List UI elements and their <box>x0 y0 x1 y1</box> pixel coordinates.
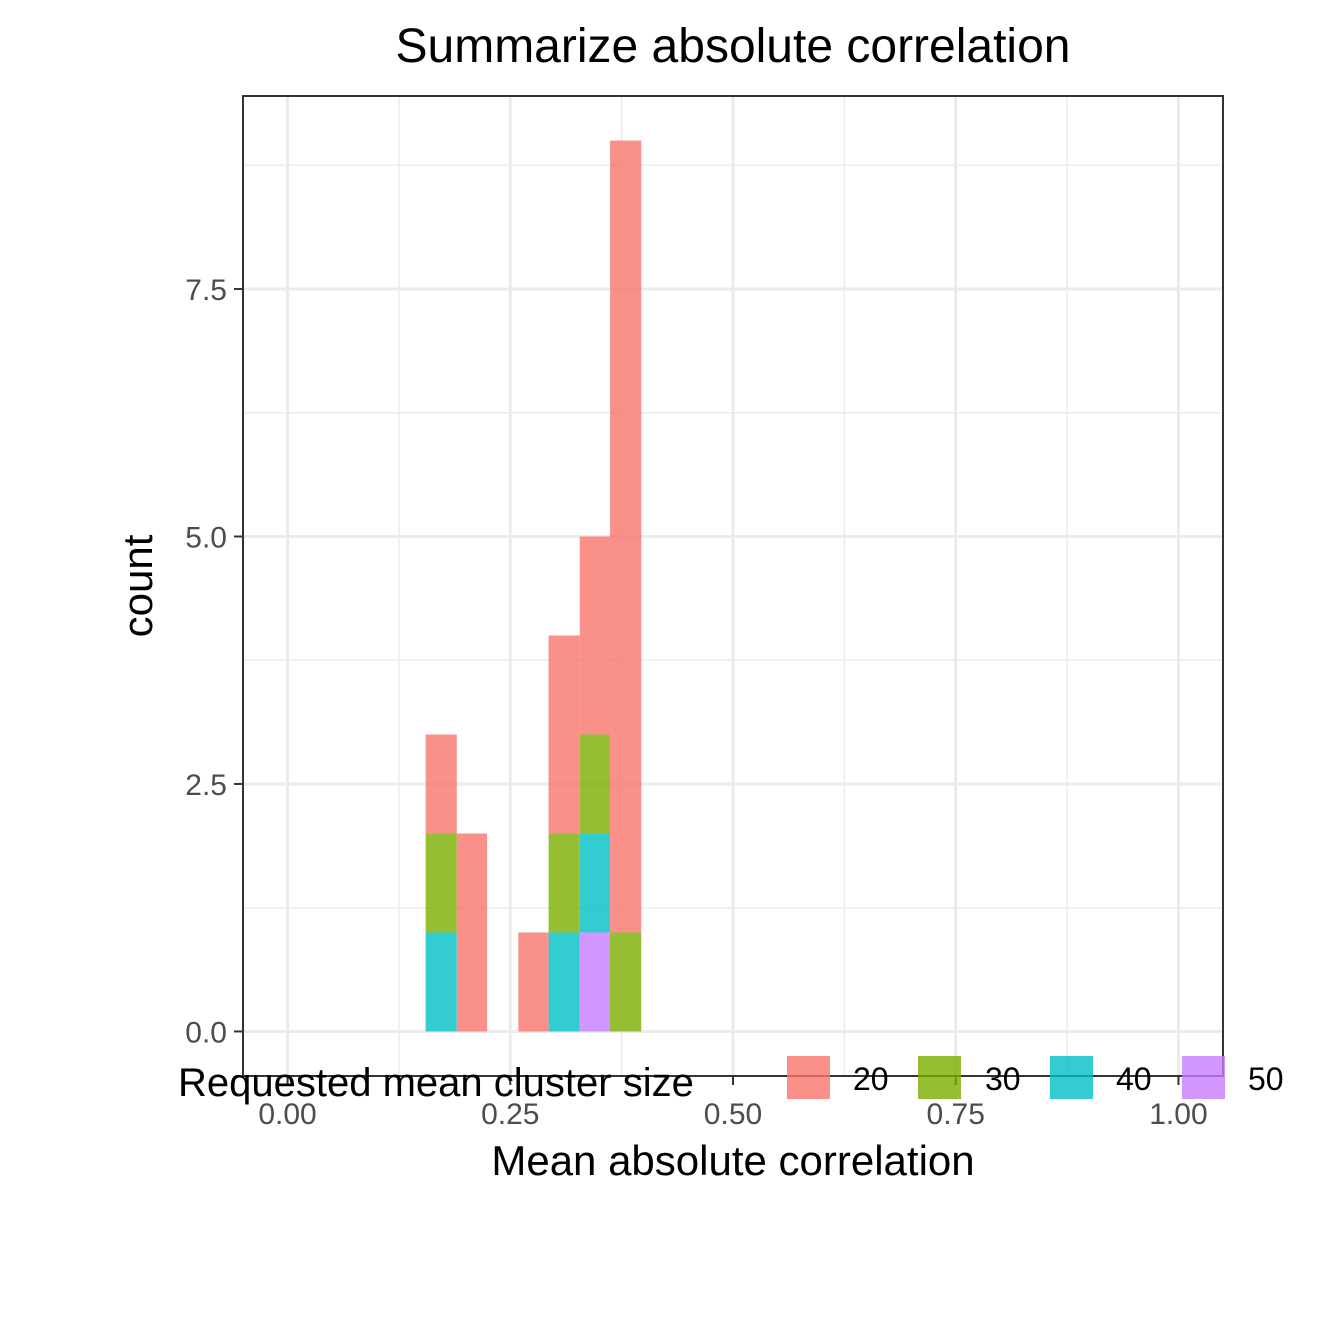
x-tick-label: 0.50 <box>704 1098 762 1131</box>
legend-label-50: 50 <box>1248 1061 1284 1097</box>
legend-key-40 <box>1050 1056 1093 1099</box>
bar-segment-30 <box>579 734 611 834</box>
bar-segment-30 <box>425 833 457 933</box>
bar-segment-20 <box>579 536 611 735</box>
y-tick-label: 0.0 <box>185 1016 227 1049</box>
bar-segment-50 <box>579 932 611 1032</box>
bar-segment-40 <box>579 833 611 933</box>
bar-segment-30 <box>548 833 580 933</box>
legend-title: Requested mean cluster size <box>178 1061 694 1105</box>
bar-segment-30 <box>610 932 642 1032</box>
legend: Requested mean cluster size 20 30 40 50 <box>178 1056 1284 1105</box>
chart-title: Summarize absolute correlation <box>396 20 1071 73</box>
legend-label-30: 30 <box>985 1061 1021 1097</box>
bar-segment-40 <box>548 932 580 1032</box>
y-tick-label: 7.5 <box>185 274 227 307</box>
bar-segment-20 <box>425 734 457 834</box>
bar-segment-40 <box>425 932 457 1032</box>
legend-key-20 <box>787 1056 830 1099</box>
bar-segment-20 <box>610 140 642 933</box>
legend-key-30 <box>918 1056 961 1099</box>
y-tick-label: 2.5 <box>185 769 227 802</box>
y-tick-label: 5.0 <box>185 522 227 555</box>
legend-label-40: 40 <box>1116 1061 1152 1097</box>
axes: 0.00 0.25 0.50 0.75 1.00 0.0 2.5 5.0 7.5 <box>185 274 1207 1131</box>
y-axis-title: count <box>114 534 161 637</box>
bar-segment-20 <box>548 635 580 834</box>
x-axis-title: Mean absolute correlation <box>491 1137 974 1184</box>
x-tick-label: 0.75 <box>927 1098 985 1131</box>
x-tick-label: 0.25 <box>481 1098 539 1131</box>
x-tick-label: 1.00 <box>1149 1098 1207 1131</box>
bar-segment-20 <box>456 833 488 1032</box>
legend-label-20: 20 <box>853 1061 889 1097</box>
x-tick-label: 0.00 <box>258 1098 316 1131</box>
bar-segment-20 <box>518 932 549 1032</box>
grid <box>243 96 1223 1076</box>
legend-key-50 <box>1182 1056 1225 1099</box>
bars <box>425 140 642 1032</box>
